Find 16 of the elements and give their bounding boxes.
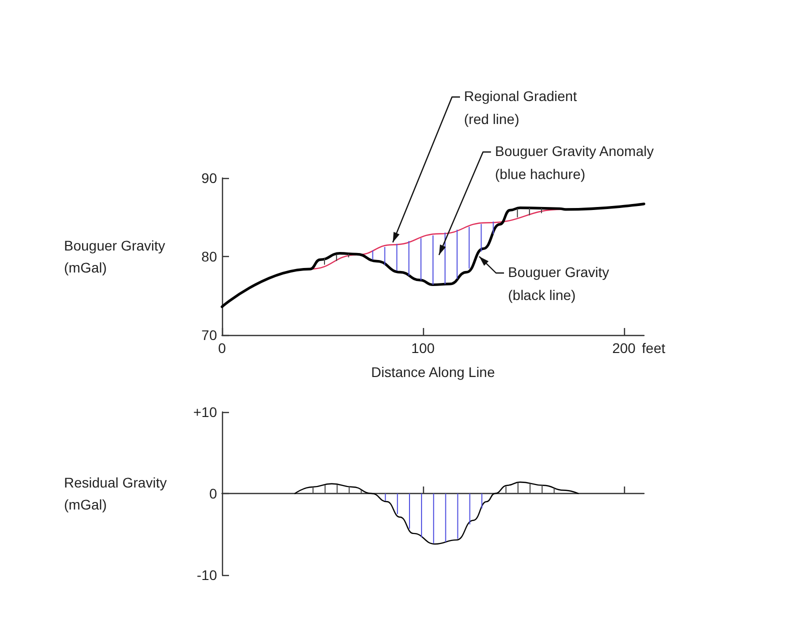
y-tick-label: 70 xyxy=(201,327,218,343)
x-tick-label: 100 xyxy=(411,340,435,356)
annotation: Bouguer Gravity (black line) xyxy=(508,264,610,303)
y-axis-title: Residual Gravity (mGal) xyxy=(64,474,167,512)
y-axis-title: Bouguer Gravity (mGal) xyxy=(64,238,166,276)
y-tick-label: 0 xyxy=(209,486,218,502)
annotation: Bouguer Gravity Anomaly (blue hachure) xyxy=(495,142,654,182)
annotation: Regional Gradient (red line) xyxy=(464,88,577,127)
text: feet xyxy=(642,340,666,356)
y-tick-label: -10 xyxy=(196,567,218,583)
y-tick-label: 90 xyxy=(201,170,218,186)
x-axis-title: Distance Along Line xyxy=(371,364,496,380)
y-tick-label: 80 xyxy=(201,248,218,264)
y-tick-label: +10 xyxy=(193,404,218,420)
line-series xyxy=(294,481,579,545)
x-tick-label: 200 xyxy=(612,340,636,356)
